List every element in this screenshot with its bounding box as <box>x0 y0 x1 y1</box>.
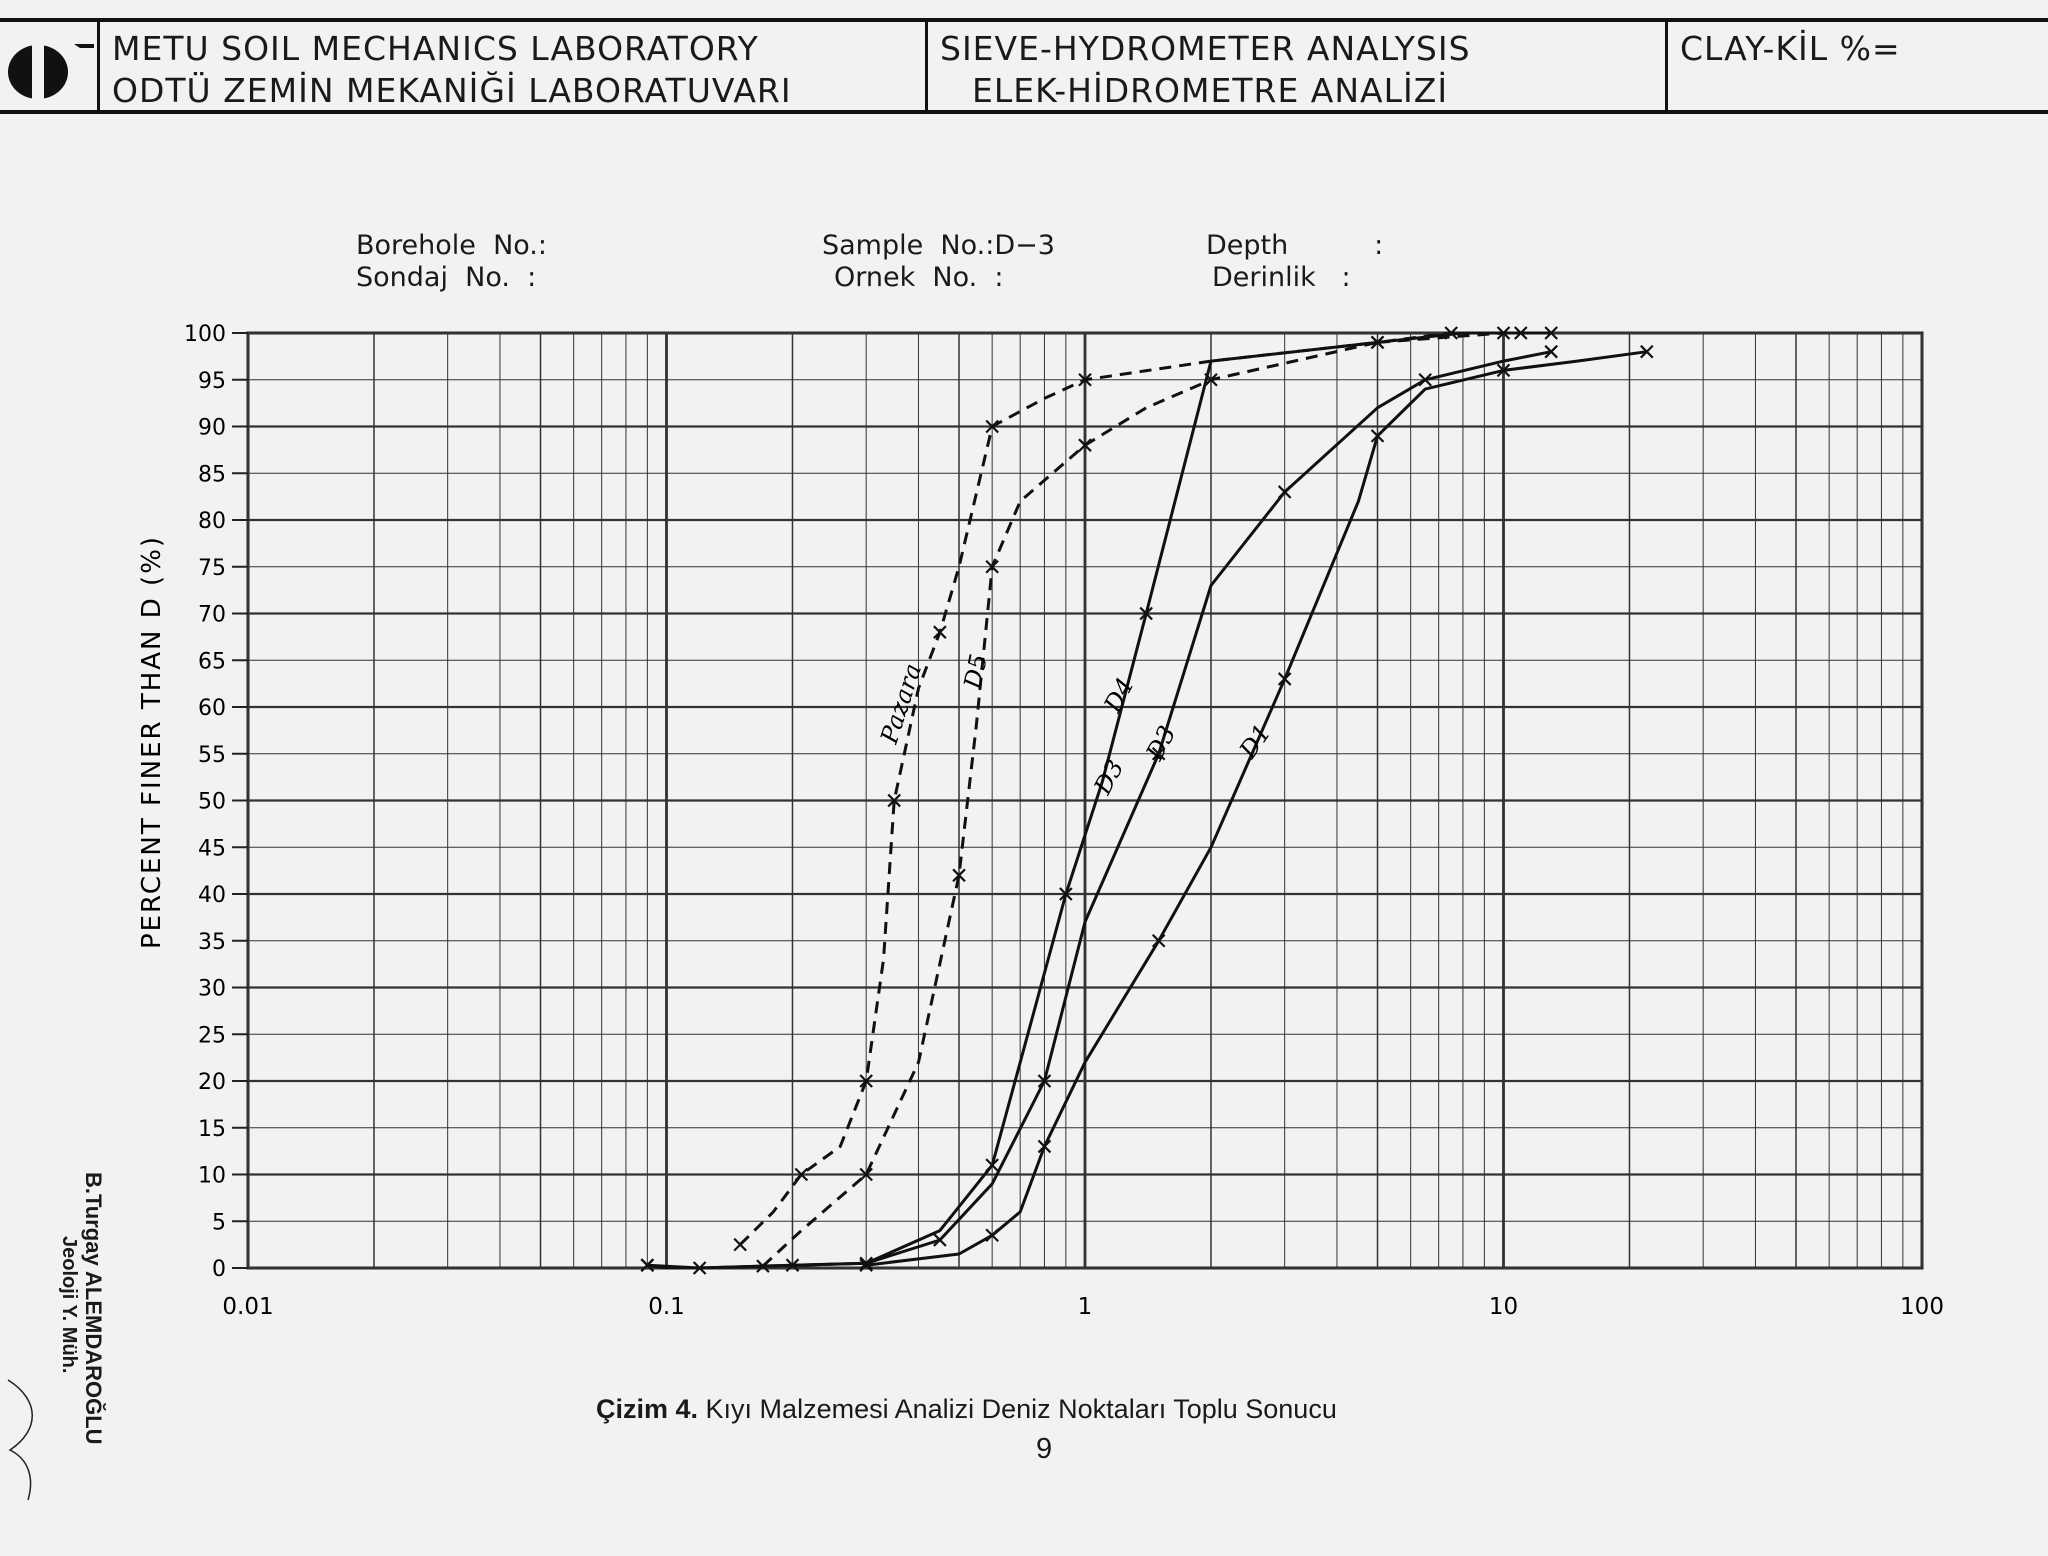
data-point-marker <box>933 1233 947 1247</box>
data-point-marker <box>1139 606 1153 621</box>
data-point-marker <box>933 625 947 639</box>
sample-label-en: Sample No.:D−3 <box>822 230 1055 261</box>
data-point-marker <box>1640 344 1654 359</box>
data-point-marker <box>1544 344 1558 359</box>
lab-name-tr: ODTÜ ZEMİN MEKANİĞİ LABORATUVARI <box>112 71 792 110</box>
x-axis-ticks: 0.01 0.1 1 10 100 <box>222 1294 1944 1320</box>
data-point-marker <box>1059 887 1073 901</box>
data-point-marker <box>785 1258 800 1272</box>
data-point-marker <box>1277 485 1292 499</box>
y-tick-label: 70 <box>198 603 226 628</box>
curve-label: D4 <box>1098 673 1139 718</box>
series-line-pazara <box>739 331 1504 1246</box>
page-number: 9 <box>1036 1433 1053 1465</box>
y-tick-label: 10 <box>198 1164 226 1189</box>
data-point-marker <box>1418 372 1432 387</box>
y-tick-label: 90 <box>198 416 226 441</box>
figure-caption: Çizim 4. Kıyı Malzemesi Analizi Deniz No… <box>596 1394 1337 1425</box>
y-tick-label: 55 <box>198 743 226 768</box>
data-point-marker <box>1151 746 1166 761</box>
data-point-marker <box>1037 1074 1052 1088</box>
x-tick-label: 1 <box>1078 1294 1093 1320</box>
x-tick-label: 0.1 <box>648 1294 685 1320</box>
data-point-marker <box>985 419 999 434</box>
borehole-label-en: Borehole No.: <box>356 230 547 261</box>
gradation-curves <box>640 326 1654 1275</box>
signature-swirl-icon <box>7 1379 33 1501</box>
y-axis-label: PERCENT FINER THAN D (%) <box>137 535 167 949</box>
y-tick-label: 40 <box>198 883 226 908</box>
stamp-title: Jeoloji Y. Müh. <box>58 1236 80 1374</box>
analysis-title-en: SIEVE-HYDROMETER ANALYSIS <box>940 29 1471 68</box>
data-point-marker <box>952 868 966 883</box>
y-tick-label: 45 <box>198 836 226 861</box>
y-tick-label: 5 <box>212 1210 226 1235</box>
data-point-marker <box>887 793 901 808</box>
lab-name-cell: METU SOIL MECHANICS LABORATORY ODTÜ ZEMİ… <box>97 22 925 110</box>
data-point-marker <box>1078 438 1092 452</box>
data-point-marker <box>794 1167 809 1182</box>
analysis-title-tr: ELEK-HİDROMETRE ANALİZİ <box>972 71 1449 110</box>
y-tick-label: 35 <box>198 930 226 955</box>
data-point-marker <box>640 1258 655 1272</box>
borehole-label-tr: Sondaj No. : <box>356 262 537 293</box>
curve-label: Pazara <box>875 660 927 748</box>
analysis-cell: SIEVE-HYDROMETER ANALYSIS ELEK-HİDROMETR… <box>925 22 1665 110</box>
data-point-marker <box>985 1158 999 1172</box>
series-line-d1 <box>866 350 1648 1267</box>
curve-label: D5 <box>958 652 993 693</box>
data-point-marker <box>1496 363 1511 378</box>
depth-label-tr: Derinlik : <box>1212 262 1351 293</box>
series-line-d5 <box>761 331 1521 1268</box>
figure-label: Çizim 4. <box>596 1394 699 1424</box>
y-tick-label: 95 <box>198 369 226 394</box>
curve-label: D1 <box>1233 719 1276 764</box>
lab-name-en: METU SOIL MECHANICS LABORATORY <box>112 29 759 68</box>
data-point-marker <box>1544 326 1558 340</box>
curve-label: D3 <box>1140 721 1181 766</box>
y-tick-label: 75 <box>198 556 226 581</box>
data-point-marker <box>985 559 999 574</box>
series-line-d3 <box>647 350 1552 1270</box>
data-point-marker <box>859 1167 873 1182</box>
stamp-name: B.Turgay ALEMDAROĞLU <box>81 1172 106 1445</box>
data-point-marker <box>1078 372 1092 387</box>
lab-header: METU SOIL MECHANICS LABORATORY ODTÜ ZEMİ… <box>0 18 2048 114</box>
depth-label-en: Depth : <box>1206 230 1384 261</box>
clay-percent-label: CLAY-KİL %= <box>1680 29 1901 68</box>
data-point-marker <box>859 1074 873 1088</box>
y-tick-label: 50 <box>198 790 226 815</box>
y-tick-label: 65 <box>198 649 226 674</box>
x-tick-label: 0.01 <box>222 1294 273 1320</box>
figure-text: Kıyı Malzemesi Analizi Deniz Noktaları T… <box>705 1394 1337 1424</box>
y-tick-label: 80 <box>198 509 226 534</box>
chart-grid <box>246 331 1924 1270</box>
y-tick-label: 25 <box>198 1023 226 1048</box>
y-tick-label: 20 <box>198 1070 226 1095</box>
data-point-marker <box>1370 429 1385 443</box>
y-axis-ticks: 0 5 10 15 20 25 30 35 40 45 50 55 60 65 70 75 80 85 90 95 10… <box>184 322 248 1282</box>
y-tick-label: 85 <box>198 462 226 487</box>
data-point-marker <box>1277 672 1292 686</box>
data-point-marker <box>1370 335 1385 350</box>
y-tick-label: 100 <box>184 322 226 347</box>
y-tick-label: 30 <box>198 977 226 1002</box>
clay-cell: CLAY-KİL %= <box>1665 22 2048 110</box>
data-point-marker <box>733 1237 747 1252</box>
metu-logo-icon <box>8 44 94 100</box>
y-tick-label: 60 <box>198 696 226 721</box>
data-point-marker <box>1151 933 1166 948</box>
curve-label: D3 <box>1088 755 1129 800</box>
x-tick-label: 10 <box>1489 1294 1518 1320</box>
data-point-marker <box>985 1228 999 1243</box>
data-point-marker <box>859 1258 873 1272</box>
y-tick-label: 15 <box>198 1117 226 1142</box>
x-tick-label: 100 <box>1900 1294 1944 1320</box>
y-tick-label: 0 <box>212 1257 226 1282</box>
sample-label-tr: Ornek No. : <box>834 262 1004 293</box>
engineer-stamp: B.Turgay ALEMDAROĞLU Jeoloji Y. Müh. <box>56 1172 126 1472</box>
data-point-marker <box>1037 1139 1052 1154</box>
